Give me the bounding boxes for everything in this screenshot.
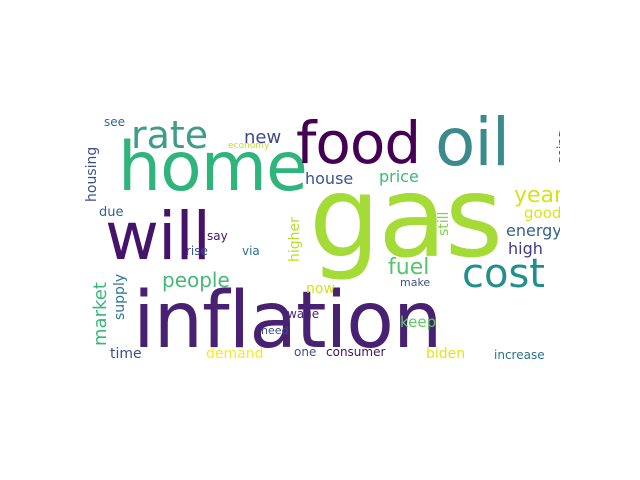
- word-keep: keep: [400, 313, 437, 331]
- word-see: see: [104, 115, 126, 129]
- word-people: people: [162, 268, 230, 292]
- word-cloud: gas inflation home will food oil rate co…: [80, 100, 560, 380]
- word-supply: supply: [112, 273, 128, 320]
- word-year: year: [514, 183, 560, 208]
- word-price: price: [379, 167, 419, 186]
- word-housing: housing: [84, 146, 100, 202]
- word-high: high: [508, 239, 543, 258]
- word-increase: increase: [494, 348, 545, 362]
- word-home: home: [118, 128, 308, 207]
- word-fuel: fuel: [388, 255, 430, 280]
- word-due: due: [99, 205, 124, 220]
- word-say: say: [207, 229, 228, 243]
- word-inflation: inflation: [133, 276, 442, 366]
- word-gas: gas: [309, 153, 503, 283]
- word-now: now: [306, 281, 335, 297]
- word-need: need: [261, 324, 289, 337]
- word-good: good: [524, 204, 560, 222]
- word-make: make: [400, 276, 431, 289]
- word-new: new: [244, 127, 282, 148]
- word-still: still: [436, 211, 452, 236]
- word-demand: demand: [206, 346, 264, 362]
- word-biden: biden: [426, 346, 466, 362]
- word-time: time: [110, 346, 142, 362]
- word-one: one: [294, 345, 317, 359]
- word-rate: rate: [131, 113, 209, 157]
- word-higher: higher: [287, 217, 303, 262]
- word-cost: cost: [462, 251, 545, 297]
- word-house: house: [305, 169, 354, 188]
- word-oil: oil: [435, 104, 510, 181]
- word-going: going: [555, 130, 560, 164]
- word-via: via: [242, 244, 260, 258]
- word-food: food: [296, 109, 421, 177]
- word-rise: rise: [186, 244, 208, 258]
- word-consumer: consumer: [326, 345, 386, 359]
- word-wage: wage: [287, 307, 320, 321]
- word-economy: economy: [228, 141, 270, 151]
- word-market: market: [90, 282, 111, 346]
- word-will: will: [105, 198, 211, 275]
- word-energy: energy: [506, 221, 560, 240]
